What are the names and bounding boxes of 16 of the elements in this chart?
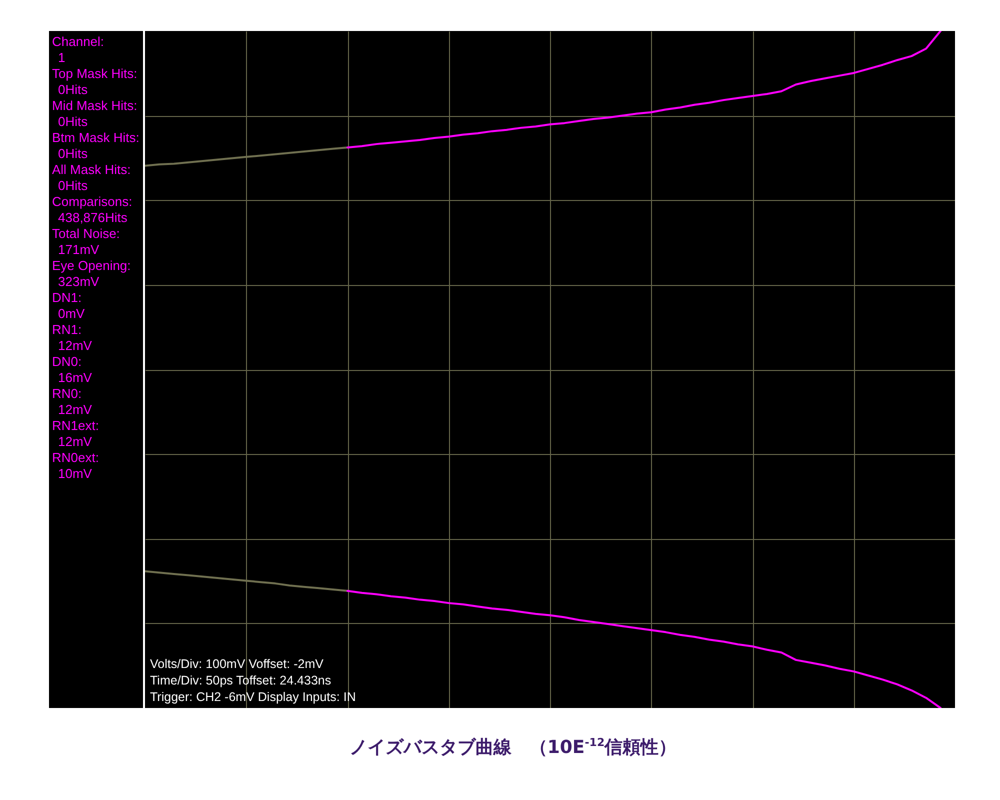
text: Eye Opening: 323mV xyxy=(52,258,131,289)
text: Mid Mask Hits: 0Hits xyxy=(52,98,138,129)
text: RN1ext: 12mV xyxy=(52,418,99,449)
text: Btm Mask Hits: 0Hits xyxy=(52,130,140,161)
text: RN0ext: 10mV xyxy=(52,450,99,481)
text: Channel: 1 xyxy=(52,34,104,65)
text: DN1: 0mV xyxy=(52,290,86,321)
annotation: Volts/Div: 100mV Voffset: -2mV Time/Div: 50ps Toffset: 24.433ns Trigger: CH2 -6mV Display Inputs: IN xyxy=(150,657,356,704)
text: ノイズバスタブ曲線 （10E$^{-12}$信頼性） xyxy=(348,735,678,760)
text: Comparisons: 438,876Hits xyxy=(52,194,132,225)
text: RN0: 12mV xyxy=(52,386,92,417)
text: Top Mask Hits: 0Hits xyxy=(52,66,138,97)
text: Total Noise: 171mV xyxy=(52,226,120,257)
text: DN0: 16mV xyxy=(52,354,92,385)
text: RN1: 12mV xyxy=(52,322,92,353)
text: All Mask Hits: 0Hits xyxy=(52,162,131,193)
